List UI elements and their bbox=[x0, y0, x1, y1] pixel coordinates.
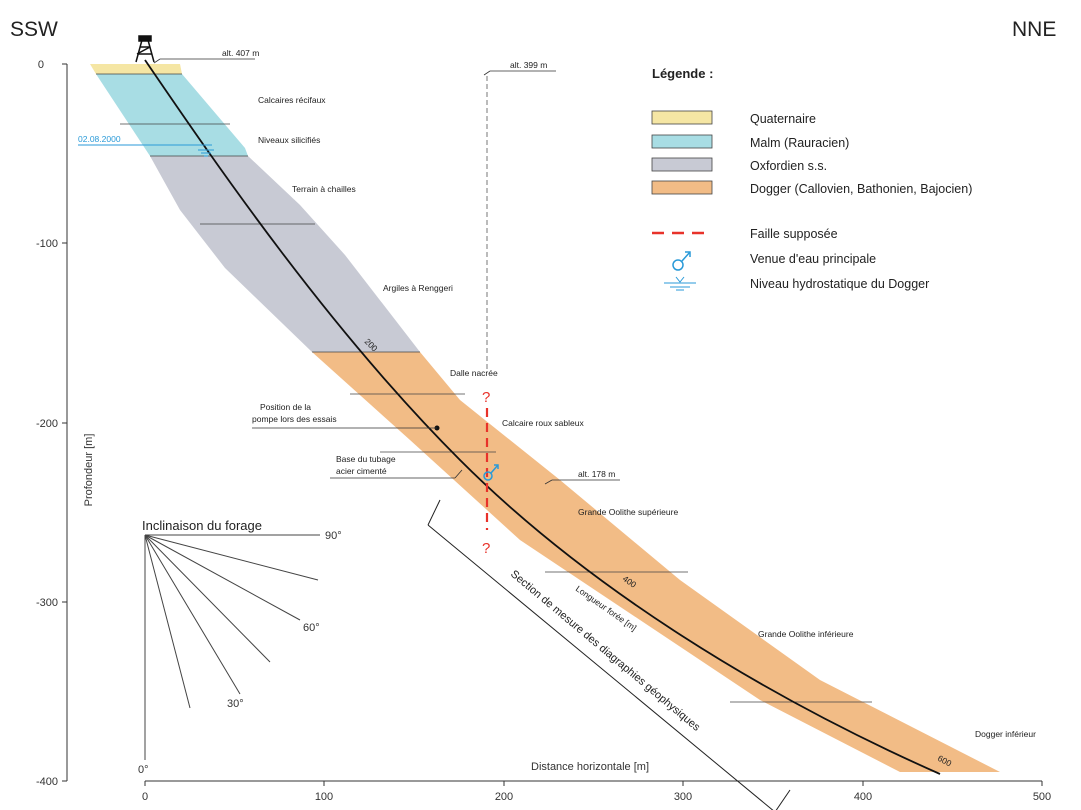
x-tick-500: 500 bbox=[1033, 791, 1051, 803]
legend-swatch-quaternaire bbox=[651, 110, 713, 125]
altitude-rig: alt. 407 m bbox=[222, 48, 259, 58]
pump-label-line2: pompe lors des essais bbox=[252, 414, 337, 424]
label-calcaire-roux: Calcaire roux sableux bbox=[502, 418, 584, 428]
y-tick-400: -400 bbox=[36, 776, 58, 788]
inclination-fan bbox=[144, 534, 320, 760]
inclination-90: 90° bbox=[325, 530, 342, 542]
legend-label-oxfordien: Oxfordien s.s. bbox=[750, 159, 827, 173]
label-grande-oolithe-inf: Grande Oolithe inférieure bbox=[758, 629, 854, 639]
y-tick-100: -100 bbox=[36, 238, 58, 250]
x-tick-100: 100 bbox=[315, 791, 333, 803]
inclination-30: 30° bbox=[227, 698, 244, 710]
inclination-title: Inclinaison du forage bbox=[142, 518, 262, 533]
legend-water-inflow-icon bbox=[672, 251, 691, 271]
y-axis bbox=[62, 63, 68, 782]
legend-label-malm: Malm (Rauracien) bbox=[750, 136, 849, 150]
x-tick-400: 400 bbox=[854, 791, 872, 803]
inclination-60: 60° bbox=[303, 622, 320, 634]
label-argiles-renggeri: Argiles à Renggeri bbox=[383, 283, 453, 293]
legend-label-water-inflow: Venue d'eau principale bbox=[750, 252, 876, 266]
casing-label-line1: Base du tubage bbox=[336, 454, 396, 464]
label-grande-oolithe-sup: Grande Oolithe supérieure bbox=[578, 507, 678, 517]
x-axis-title: Distance horizontale [m] bbox=[531, 761, 649, 773]
formation-boundaries bbox=[96, 73, 872, 703]
label-calcaires-recifaux: Calcaires récifaux bbox=[258, 95, 326, 105]
casing-leader-arrow bbox=[454, 469, 463, 479]
y-axis-title: Profondeur [m] bbox=[83, 434, 95, 507]
logging-section-bracket bbox=[427, 499, 791, 810]
label-dogger-inferieur: Dogger inférieur bbox=[975, 729, 1036, 739]
band-oxfordien bbox=[150, 156, 420, 352]
legend-label-dogger: Dogger (Callovien, Bathonien, Bajocien) bbox=[750, 182, 972, 196]
legend-swatch-dogger bbox=[651, 180, 713, 195]
water-level-icon bbox=[198, 149, 214, 157]
altitude-marker-rig bbox=[153, 58, 255, 64]
altitude-lower: alt. 178 m bbox=[578, 469, 615, 479]
band-dogger bbox=[312, 352, 1000, 772]
borehole-path bbox=[144, 59, 941, 775]
x-axis bbox=[144, 780, 1043, 786]
legend-hydro-level-icon bbox=[664, 276, 696, 291]
legend-label-quaternaire: Quaternaire bbox=[750, 112, 816, 126]
altitude-fault-top: alt. 399 m bbox=[510, 60, 547, 70]
label-dalle-nacree: Dalle nacrée bbox=[450, 368, 498, 378]
band-malm bbox=[96, 74, 248, 156]
direction-right: NNE bbox=[1012, 18, 1056, 41]
legend-label-hydro-level: Niveau hydrostatique du Dogger bbox=[750, 277, 929, 291]
label-niveaux-silicifies: Niveaux silicifiés bbox=[258, 135, 320, 145]
casing-label-line2: acier cimenté bbox=[336, 466, 387, 476]
pump-label-line1: Position de la bbox=[260, 402, 311, 412]
label-terrain-a-chailles: Terrain à chailles bbox=[292, 184, 356, 194]
fault-question-bottom: ? bbox=[482, 540, 490, 557]
legend-label-fault: Faille supposée bbox=[750, 227, 838, 241]
legend-title: Légende : bbox=[652, 66, 713, 81]
water-inflow-icon bbox=[483, 464, 499, 481]
fault-question-top: ? bbox=[482, 389, 490, 406]
legend-swatch-malm bbox=[651, 134, 713, 149]
legend-swatch-oxfordien bbox=[651, 157, 713, 172]
x-tick-300: 300 bbox=[674, 791, 692, 803]
x-tick-200: 200 bbox=[495, 791, 513, 803]
y-tick-0: 0 bbox=[38, 59, 44, 71]
water-level-date: 02.08.2000 bbox=[78, 134, 121, 144]
y-tick-300: -300 bbox=[36, 597, 58, 609]
inclination-0: 0° bbox=[138, 764, 149, 776]
drill-rig-icon bbox=[135, 35, 155, 63]
altitude-marker-lower bbox=[544, 479, 620, 485]
direction-left: SSW bbox=[10, 18, 58, 41]
band-quaternaire bbox=[90, 64, 182, 74]
y-tick-200: -200 bbox=[36, 418, 58, 430]
x-tick-0: 0 bbox=[142, 791, 148, 803]
altitude-marker-fault bbox=[483, 70, 556, 76]
